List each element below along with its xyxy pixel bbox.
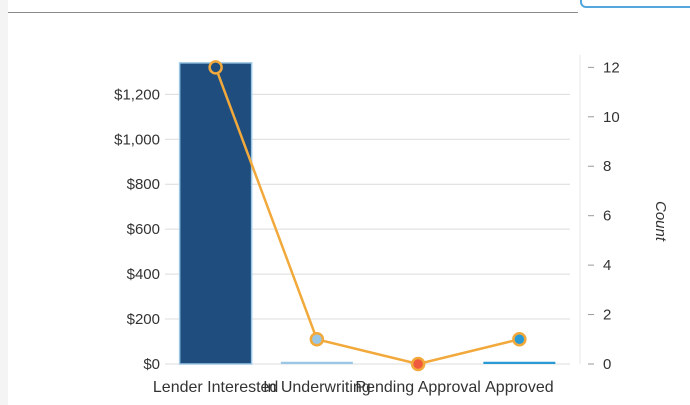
right-tick-label-5: 10 xyxy=(603,109,620,126)
category-label-0: Lender Interested xyxy=(153,379,278,396)
right-tick-label-0: 0 xyxy=(603,356,611,373)
left-tick-label-4: $800 xyxy=(127,176,160,193)
right-tick-label-2: 4 xyxy=(603,257,611,274)
left-tick-label-0: $0 xyxy=(143,356,160,373)
left-y-axis: $0 $200 $400 $600 $800 $1,000 $1,200 xyxy=(114,86,160,373)
count-point-3 xyxy=(512,332,527,347)
left-tick-label-5: $1,000 xyxy=(114,131,160,148)
count-point-0 xyxy=(208,60,223,75)
left-tick-label-2: $400 xyxy=(127,266,160,283)
count-line xyxy=(214,66,520,366)
left-tick-label-3: $600 xyxy=(127,221,160,238)
right-tick-label-1: 2 xyxy=(603,307,611,324)
left-tick-label-6: $1,200 xyxy=(114,86,160,103)
right-axis-title: Count xyxy=(652,201,669,242)
bar-1 xyxy=(280,361,353,364)
category-label-1: In Underwriting xyxy=(263,379,371,396)
bar-3 xyxy=(483,361,556,364)
bar-series xyxy=(178,62,556,365)
top-right-button[interactable] xyxy=(580,0,690,8)
bar-0 xyxy=(178,62,253,365)
right-tick-label-3: 6 xyxy=(603,208,611,225)
category-label-3: Approved xyxy=(485,379,554,396)
line-series xyxy=(208,60,527,372)
right-tick-label-6: 12 xyxy=(603,59,620,76)
header-divider xyxy=(8,12,578,13)
left-tick-label-1: $200 xyxy=(127,311,160,328)
right-tick-label-4: 8 xyxy=(603,158,611,175)
category-label-2: Pending Approval xyxy=(355,379,480,396)
count-point-2 xyxy=(410,356,426,372)
right-y-axis: 0 2 4 6 8 10 12 xyxy=(579,55,620,373)
chart-panel xyxy=(8,0,690,405)
count-point-1 xyxy=(309,332,325,347)
